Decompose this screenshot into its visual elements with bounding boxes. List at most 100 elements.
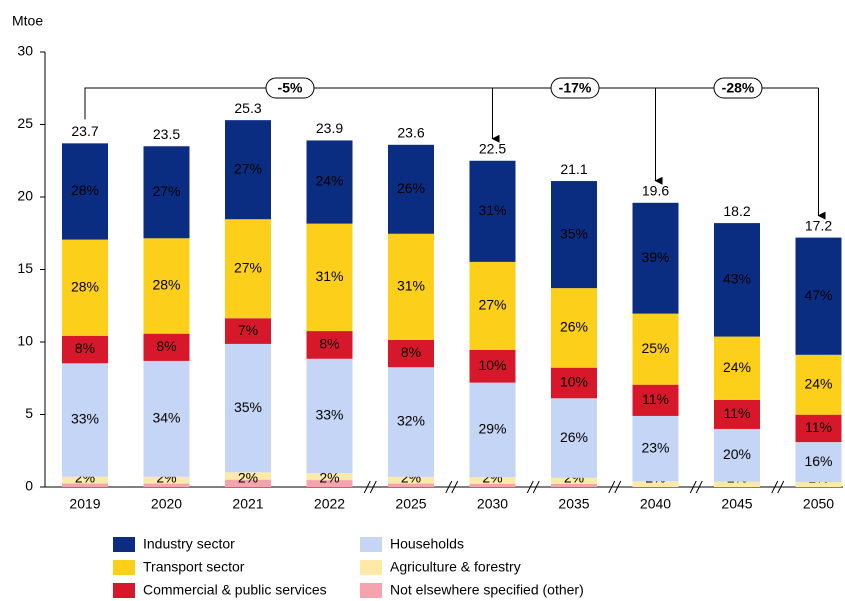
axis-break bbox=[614, 480, 622, 494]
axis-break bbox=[777, 480, 785, 494]
legend-swatch bbox=[113, 537, 135, 552]
total-label: 25.3 bbox=[234, 100, 261, 116]
data-label: 23% bbox=[641, 439, 669, 455]
bar-segment bbox=[62, 239, 108, 336]
y-tick-label: 30 bbox=[17, 43, 33, 59]
bar-segment bbox=[469, 349, 516, 383]
axis-break bbox=[445, 480, 453, 494]
annotation-box bbox=[713, 77, 763, 99]
annotation-box bbox=[265, 77, 315, 99]
x-tick-label: 2045 bbox=[721, 496, 752, 512]
legend-label: Transport sector bbox=[143, 559, 245, 575]
legend-swatch bbox=[360, 560, 382, 575]
legend-swatch bbox=[360, 537, 382, 552]
axis-break bbox=[608, 480, 616, 494]
bar-segment bbox=[388, 367, 434, 477]
y-tick-label: 0 bbox=[25, 478, 33, 494]
data-label: 24% bbox=[315, 173, 343, 189]
data-label: 11% bbox=[805, 419, 832, 435]
data-label: 26% bbox=[560, 429, 588, 445]
legend-label: Agriculture & forestry bbox=[390, 559, 521, 575]
bar-segment bbox=[469, 261, 516, 350]
data-label: 28% bbox=[152, 277, 180, 293]
x-tick-label: 2035 bbox=[558, 496, 589, 512]
bar-segment bbox=[388, 339, 434, 368]
bar-segment bbox=[143, 483, 190, 487]
y-tick-label: 10 bbox=[17, 333, 33, 349]
y-tick-label: 5 bbox=[25, 405, 33, 421]
bar-segment bbox=[551, 181, 597, 289]
bar-segment bbox=[714, 481, 760, 487]
annotation: -17% bbox=[559, 80, 592, 96]
bar-segment bbox=[62, 143, 108, 240]
bar-segment bbox=[469, 160, 516, 262]
legend-swatch bbox=[113, 560, 135, 575]
axis-break bbox=[532, 480, 540, 494]
data-label: 31% bbox=[315, 268, 343, 284]
total-label: 22.5 bbox=[479, 140, 506, 156]
annotation: -28% bbox=[722, 80, 755, 96]
bar-segment bbox=[632, 202, 679, 314]
total-label: 23.7 bbox=[71, 123, 98, 139]
bar-segment bbox=[632, 415, 679, 482]
y-axis-label: Mtoe bbox=[12, 13, 43, 29]
legend-swatch bbox=[113, 583, 135, 598]
x-tick-label: 2019 bbox=[69, 496, 100, 512]
bar-segment bbox=[795, 442, 842, 483]
legend-label: Industry sector bbox=[143, 536, 235, 552]
bar-segment bbox=[225, 472, 271, 480]
bar-segment bbox=[632, 481, 679, 487]
data-label: 24% bbox=[804, 375, 832, 391]
data-label: 29% bbox=[478, 421, 506, 437]
data-label: 7% bbox=[238, 322, 258, 338]
legend-label: Not elsewhere specified (other) bbox=[390, 582, 584, 598]
data-label: 8% bbox=[319, 336, 339, 352]
bar-segment bbox=[469, 477, 516, 484]
legend-label: Commercial & public services bbox=[143, 582, 327, 598]
total-label: 23.6 bbox=[397, 125, 424, 141]
data-label: 10% bbox=[478, 357, 506, 373]
total-label: 23.5 bbox=[153, 126, 180, 142]
data-label: 33% bbox=[315, 407, 343, 423]
bar-segment bbox=[225, 318, 271, 344]
annotation-box bbox=[550, 77, 600, 99]
bar-segment bbox=[306, 223, 353, 332]
bar-segment bbox=[306, 473, 353, 481]
bar-segment bbox=[388, 476, 434, 484]
total-label: 23.9 bbox=[316, 120, 343, 136]
data-label: 27% bbox=[234, 259, 262, 275]
y-tick-label: 15 bbox=[17, 260, 33, 276]
bar-segment bbox=[306, 140, 353, 224]
bar-segment bbox=[795, 414, 842, 443]
x-tick-label: 2040 bbox=[640, 496, 671, 512]
data-label: 35% bbox=[234, 399, 262, 415]
data-label: 31% bbox=[397, 278, 425, 294]
axis-break bbox=[771, 480, 779, 494]
axis-break bbox=[689, 480, 697, 494]
bar-segment bbox=[388, 483, 434, 487]
bar-segment bbox=[714, 399, 760, 429]
data-label: 2% bbox=[238, 470, 258, 486]
bar-segment bbox=[62, 363, 108, 477]
legend-swatch bbox=[360, 583, 382, 598]
bar-segment bbox=[62, 335, 108, 364]
bar-segment bbox=[551, 367, 597, 399]
x-tick-label: 2021 bbox=[232, 496, 263, 512]
bar-segment bbox=[795, 237, 842, 355]
data-label: 11% bbox=[724, 405, 751, 421]
data-label: 25% bbox=[641, 340, 669, 356]
bar-segment bbox=[469, 382, 516, 478]
y-tick-label: 25 bbox=[17, 115, 33, 131]
axis-break bbox=[451, 480, 459, 494]
bar-segment bbox=[632, 384, 679, 416]
data-label: 28% bbox=[71, 278, 99, 294]
bar-segment bbox=[306, 480, 353, 487]
data-label: 26% bbox=[560, 319, 588, 335]
data-label: 39% bbox=[641, 249, 669, 265]
bar-segment bbox=[714, 428, 760, 482]
total-label: 21.1 bbox=[560, 161, 587, 177]
bar-segment bbox=[714, 336, 760, 400]
axis-break bbox=[363, 480, 371, 494]
x-tick-label: 2030 bbox=[477, 496, 508, 512]
